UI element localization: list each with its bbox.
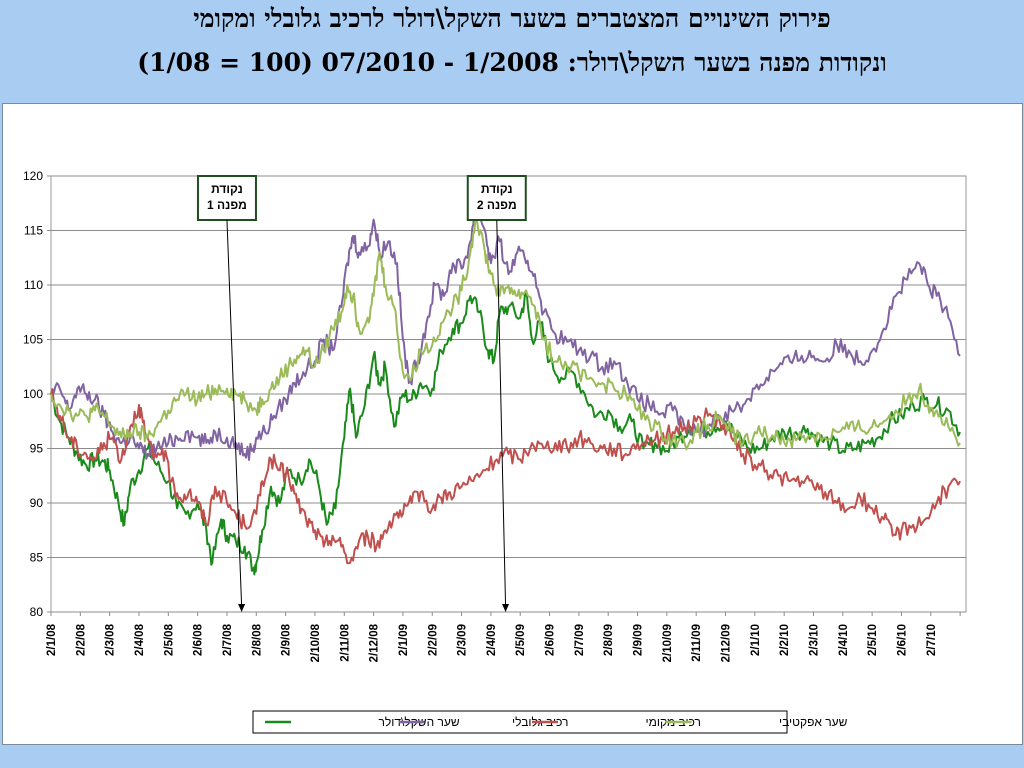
turning-point-label-line-1: נקודת [481,182,513,196]
slide-title-line-1: פירוק השינויים המצטברים בשער השקל\דולר ל… [193,4,831,33]
x-tick-label: 2/11/08 [339,623,351,661]
x-tick-label: 2/4/10 [838,624,850,656]
x-tick-label: 2/3/09 [457,624,469,656]
x-tick-label: 2/1/08 [46,623,58,656]
x-tick-label: 2/4/08 [134,623,146,656]
y-tick-label: 85 [30,551,44,565]
x-tick-label: 2/10/09 [662,624,674,662]
x-tick-label: 2/5/08 [163,623,175,656]
series-line [50,202,961,461]
x-tick-label: 2/7/08 [222,623,234,656]
x-tick-label: 2/6/09 [545,624,557,656]
x-tick-label: 2/2/10 [779,624,791,656]
turning-point-label-line-2: מפנה 2 [477,198,517,212]
x-tick-label: 2/9/08 [281,623,293,656]
y-tick-label: 120 [23,169,43,183]
x-tick-label: 2/2/09 [427,624,439,656]
turning-point-arrowhead [238,604,246,612]
chart-panel: 80 85 90 95 100 105 110 115 120 2/1/08 2/2/08 2/3/0… [2,103,1023,745]
x-tick-label: 2/12/08 [369,623,381,662]
series-line [50,291,961,576]
turning-point-label-line-2: מפנה 1 [207,198,247,212]
y-tick-label: 115 [24,224,43,238]
x-tick-label: 2/8/09 [603,624,615,656]
y-tick-label: 80 [30,605,44,619]
x-tick-label: 2/12/09 [721,624,733,662]
slide-title-line-2: ונקודות מפנה בשער השקל\דולר: 1/2008 - 07… [137,48,887,77]
x-tick-label: 2/5/09 [515,624,527,656]
x-tick-label: 2/6/08 [193,623,205,656]
x-tick-label: 2/6/10 [896,624,908,656]
series-line [50,213,961,451]
x-tick-label: 2/10/08 [310,623,322,662]
slide-title-bar: פירוק השינויים המצטברים בשער השקל\דולר ל… [0,0,1024,102]
legend-box [252,710,788,734]
x-tick-label: 2/7/10 [926,624,938,656]
turning-point-arrow [496,219,507,607]
series-line [50,388,961,565]
x-tick-label: 2/1/10 [750,624,762,656]
x-tick-label: 2/5/10 [867,624,879,656]
y-tick-label: 105 [23,333,43,347]
y-tick-label: 100 [23,387,43,401]
x-tick-label: 2/11/09 [691,624,703,662]
legend-label: שער אפקטיבי [779,715,848,729]
y-tick-label: 110 [24,278,43,292]
turning-point-arrowhead [502,604,510,612]
turning-point-arrow [226,219,243,607]
x-tick-label: 2/4/09 [486,624,498,656]
y-tick-label: 90 [30,496,44,510]
y-tick-label: 95 [30,442,44,456]
turning-point-label-line-1: נקודת [211,182,243,196]
x-tick-label: 2/8/08 [251,623,263,656]
x-tick-label: 2/3/10 [809,624,821,656]
x-tick-label: 2/1/09 [398,624,410,656]
x-tick-label: 2/7/09 [574,624,586,656]
line-chart: 80 85 90 95 100 105 110 115 120 2/1/08 2/2/08 2/3/0… [23,169,967,734]
x-tick-label: 2/9/09 [633,624,645,656]
x-tick-label: 2/2/08 [75,623,87,656]
x-tick-label: 2/3/08 [105,623,117,656]
turning-point-box [196,175,257,221]
